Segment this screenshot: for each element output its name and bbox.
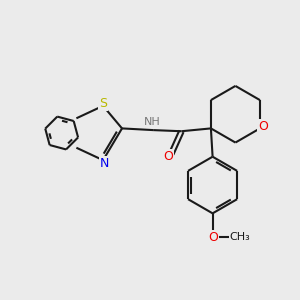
Text: O: O [258,120,268,133]
Text: NH: NH [144,117,160,127]
Text: O: O [164,150,173,163]
Text: N: N [100,157,110,169]
Text: O: O [208,231,218,244]
Text: S: S [99,97,107,110]
Text: CH₃: CH₃ [230,232,250,242]
